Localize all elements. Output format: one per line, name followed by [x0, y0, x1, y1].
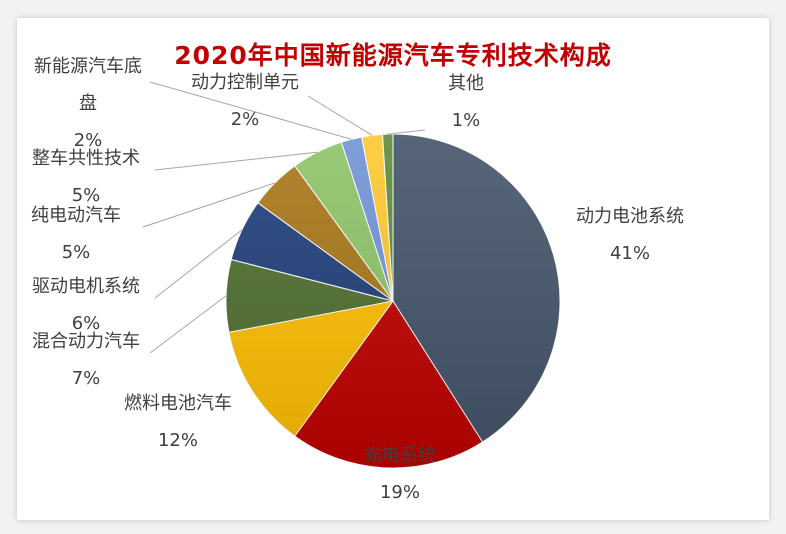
slice-label: 充电系统	[364, 445, 436, 466]
slice-label: 混合动力汽车	[32, 331, 140, 352]
leader-line	[387, 129, 426, 135]
slice-label: 新能源汽车底	[34, 56, 142, 77]
slice-value-label: 5%	[72, 185, 101, 206]
slice-label: 驱动电机系统	[32, 276, 140, 297]
slice-label: 动力控制单元	[191, 72, 299, 93]
slice-label: 纯电动汽车	[31, 205, 121, 226]
leader-line	[142, 182, 276, 228]
slice-label: 盘	[79, 93, 97, 114]
slice-value-label: 41%	[610, 243, 650, 264]
leader-line	[154, 151, 318, 171]
chart-title: 2020年中国新能源汽车专利技术构成	[174, 41, 612, 70]
leader-line	[154, 229, 243, 299]
slice-value-label: 6%	[72, 313, 101, 334]
slice-label: 其他	[448, 73, 484, 94]
slice-value-label: 19%	[380, 482, 420, 503]
slice-value-label: 12%	[158, 430, 198, 451]
slice-value-label: 7%	[72, 368, 101, 389]
slice-value-label: 1%	[452, 110, 481, 131]
leader-line	[149, 81, 352, 140]
leader-line	[149, 295, 227, 354]
slice-value-label: 5%	[62, 242, 91, 263]
slice-label: 动力电池系统	[576, 206, 684, 227]
slice-label: 整车共性技术	[32, 148, 140, 169]
leader-line	[307, 95, 373, 136]
slice-value-label: 2%	[74, 130, 103, 151]
slice-label: 燃料电池汽车	[124, 393, 232, 414]
slice-value-label: 2%	[231, 109, 260, 130]
